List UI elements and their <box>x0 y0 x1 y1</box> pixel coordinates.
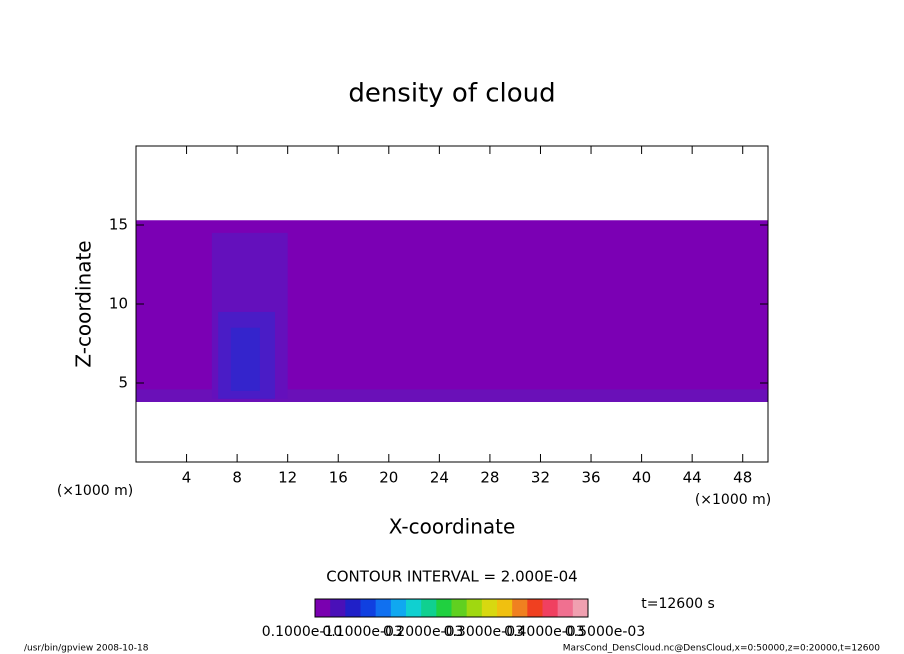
x-tick-label: 48 <box>733 469 752 487</box>
colorbar-swatch <box>527 599 543 617</box>
x-tick-label: 44 <box>683 469 702 487</box>
x-tick-label: 8 <box>232 469 242 487</box>
contour-region <box>230 327 260 391</box>
colorbar-swatch <box>542 599 559 617</box>
colorbar-label: 0.3000e-03 <box>444 624 524 640</box>
colorbar-label: 0.1000e-10 <box>262 624 342 640</box>
x-tick-label: 16 <box>329 469 348 487</box>
colorbar-swatch <box>360 599 377 617</box>
colorbar-swatch <box>315 599 331 617</box>
colorbar-swatch <box>466 599 483 617</box>
contour-interval: CONTOUR INTERVAL = 2.000E-04 <box>326 568 577 586</box>
x-tick-label: 12 <box>278 469 297 487</box>
colorbar-swatch <box>557 599 574 617</box>
colorbar-swatch <box>375 599 392 617</box>
colorbar-label: 0.1000e-03 <box>322 624 402 640</box>
colorbar-swatch <box>421 599 437 617</box>
colorbar-swatch <box>390 599 407 617</box>
x-tick-label: 24 <box>430 469 449 487</box>
x-tick-label: 20 <box>379 469 398 487</box>
colorbar-swatch <box>572 599 589 617</box>
colorbar-label: 0.2000e-03 <box>383 624 463 640</box>
time-label: t=12600 s <box>641 596 715 612</box>
chart-title: density of cloud <box>348 79 555 109</box>
colorbar-swatch <box>497 599 513 617</box>
contour-region <box>136 389 768 402</box>
colorbar-swatch <box>330 599 346 617</box>
colorbar-label: 0.5000e-03 <box>565 624 645 640</box>
colorbar-label: 0.4000e-03 <box>504 624 584 640</box>
x-unit: (×1000 m) <box>695 492 771 508</box>
colorbar-swatch <box>406 599 422 617</box>
colorbar-swatch <box>451 599 468 617</box>
y-tick-label: 15 <box>109 216 128 234</box>
y-tick-label: 5 <box>118 374 128 392</box>
colorbar-swatch <box>436 599 452 617</box>
x-tick-label: 36 <box>581 469 600 487</box>
footer-right: MarsCond_DensCloud.nc@DensCloud,x=0:5000… <box>563 644 880 654</box>
x-tick-label: 40 <box>632 469 651 487</box>
x-tick-label: 28 <box>480 469 499 487</box>
colorbar-swatch <box>512 599 528 617</box>
colorbar-frame <box>314 598 589 618</box>
y-tick-label: 10 <box>109 295 128 313</box>
x-tick-label: 32 <box>531 469 550 487</box>
colorbar-swatch <box>481 599 498 617</box>
y-unit: (×1000 m) <box>57 483 133 499</box>
x-tick-label: 4 <box>182 469 192 487</box>
y-axis-label: Z-coordinate <box>72 240 96 367</box>
colorbar-swatch <box>345 599 361 617</box>
x-axis-label: X-coordinate <box>389 515 516 539</box>
footer-left: /usr/bin/gpview 2008-10-18 <box>24 644 149 654</box>
